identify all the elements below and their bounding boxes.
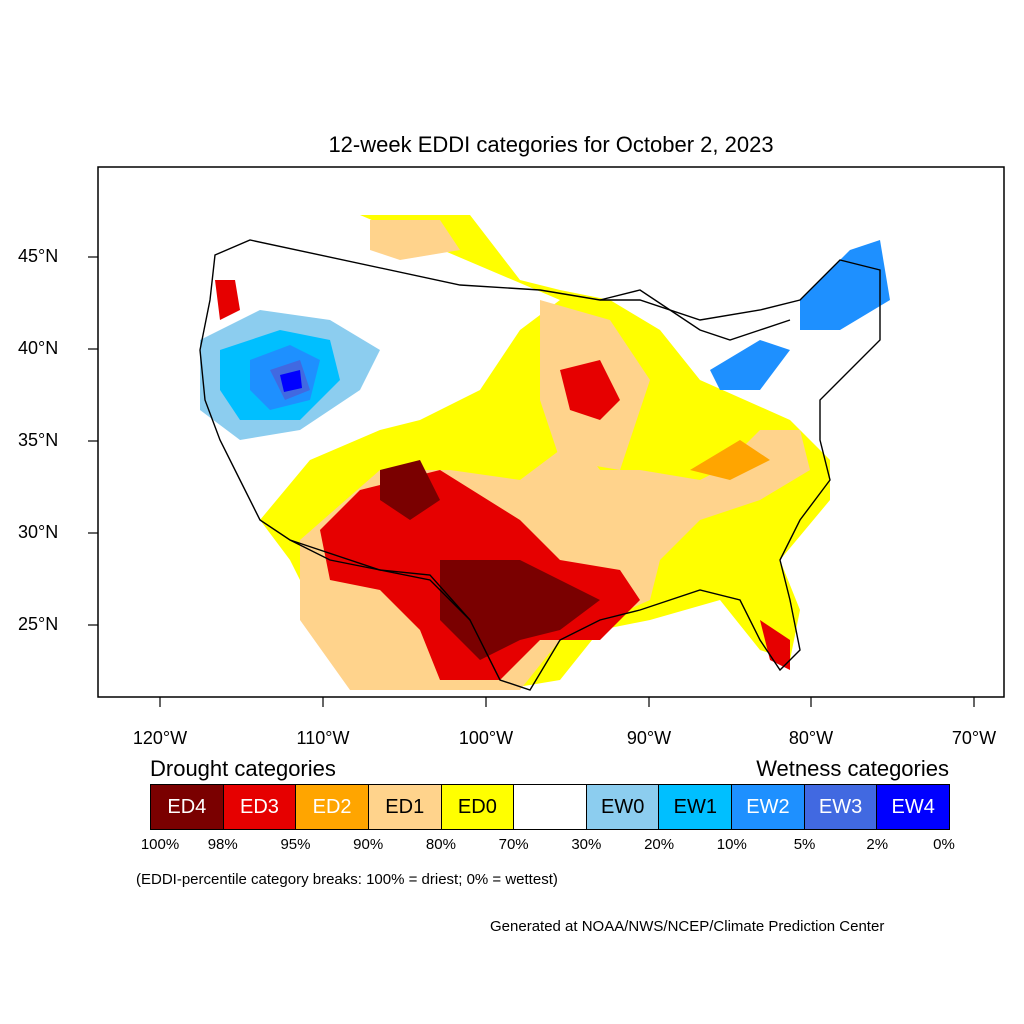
region-ed3-florida	[760, 620, 790, 670]
region-ed4	[380, 460, 440, 520]
break-label: 10%	[716, 836, 747, 853]
break-label: 90%	[353, 836, 384, 853]
region-ed3-iowa	[560, 360, 620, 420]
region-ew4	[280, 370, 302, 392]
wetness-heading: Wetness categories	[756, 756, 949, 781]
break-label: 100%	[140, 836, 180, 853]
break-label: 98%	[207, 836, 238, 853]
credit-line: Generated at NOAA/NWS/NCEP/Climate Predi…	[490, 918, 885, 935]
break-label: 0%	[933, 836, 955, 853]
lon-label-120: 120°W	[132, 728, 188, 748]
legend-cell-ed4: ED4	[151, 785, 224, 829]
legend-cell-ew3: EW3	[804, 785, 878, 829]
lat-ticks	[88, 256, 98, 626]
boundaries	[199, 239, 881, 691]
drought-heading: Drought categories	[150, 756, 336, 781]
region-ed3-oregon	[215, 280, 240, 320]
break-label: 70%	[498, 836, 529, 853]
legend-cell-ed2: ED2	[296, 785, 369, 829]
category-regions	[200, 215, 890, 690]
break-label: 20%	[644, 836, 675, 853]
legend-cell-ew0: EW0	[586, 785, 660, 829]
break-label: 95%	[280, 836, 311, 853]
lat-label-25: 25°N	[18, 614, 59, 634]
lat-label-40: 40°N	[18, 338, 59, 358]
legend-cell-ew4: EW4	[877, 785, 950, 829]
mexico-border	[289, 539, 471, 621]
break-label: 80%	[425, 836, 456, 853]
lon-ticks	[159, 697, 975, 707]
map-title: 12-week EDDI categories for October 2, 2…	[328, 132, 774, 157]
break-label: 5%	[793, 836, 816, 853]
legend-bar: ED4 ED3 ED2 ED1 ED0 EW0 EW1 EW2 EW3 EW4	[150, 784, 950, 830]
category-note: (EDDI-percentile category breaks: 100% =…	[136, 871, 558, 888]
region-ew-northeast	[800, 240, 890, 330]
lat-label-30: 30°N	[18, 522, 59, 542]
break-label: 2%	[866, 836, 889, 853]
lon-label-80: 80°W	[788, 728, 834, 748]
legend-cell-ed3: ED3	[223, 785, 297, 829]
region-ed4-texas	[440, 560, 600, 660]
legend-cell-ew1: EW1	[659, 785, 733, 829]
lon-label-90: 90°W	[626, 728, 672, 748]
map-border	[97, 166, 1005, 698]
legend-cell-ed0: ED0	[441, 785, 515, 829]
break-label: 30%	[571, 836, 602, 853]
lat-label-45: 45°N	[18, 246, 59, 266]
great-lakes	[599, 289, 791, 341]
lat-label-35: 35°N	[18, 430, 59, 450]
lon-label-110: 110°W	[296, 728, 350, 748]
legend-cell-ed1: ED1	[368, 785, 442, 829]
lon-label-70: 70°W	[951, 728, 997, 748]
legend-cell-ew2: EW2	[732, 785, 805, 829]
legend-cell-neutral	[514, 785, 587, 829]
lon-label-100: 100°W	[458, 728, 514, 748]
region-ew-michigan	[710, 340, 790, 390]
us-outline	[199, 239, 881, 691]
region-ed2	[690, 440, 770, 480]
eddi-map	[88, 166, 1005, 707]
region-ed1-north	[370, 220, 460, 260]
